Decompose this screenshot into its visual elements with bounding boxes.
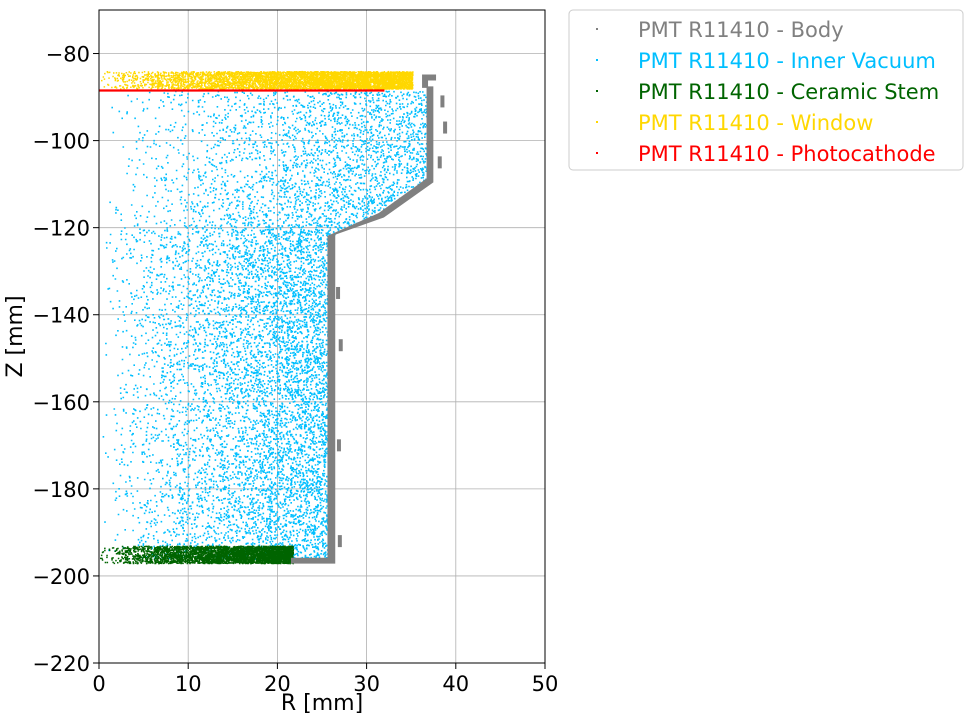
legend-marker: [596, 59, 598, 61]
body-point: [443, 121, 448, 134]
body-point: [337, 535, 342, 548]
body-wall: [290, 74, 437, 564]
y-tick-label: −120: [32, 217, 90, 241]
x-tick-label: 0: [92, 672, 105, 696]
body-point: [440, 95, 445, 108]
legend-marker: [596, 152, 598, 154]
series-window-points: [101, 70, 414, 90]
axis-ticks: 0 10 20 30 40 50 −80 −100 −120 −140 −160 −180 −200 −2…: [32, 43, 558, 696]
body-point: [336, 439, 341, 452]
plot-frame: [98, 9, 546, 664]
y-tick-label: −160: [32, 391, 90, 415]
x-tick-label: 20: [264, 672, 291, 696]
legend-label: PMT R11410 - Body: [638, 18, 844, 42]
x-tick-label: 30: [353, 672, 380, 696]
y-tick-label: −100: [32, 130, 90, 154]
grid: [98, 10, 546, 664]
y-tick-label: −80: [46, 43, 90, 67]
legend-marker: [596, 121, 598, 123]
y-tick-label: −180: [32, 478, 90, 502]
y-tick-label: −220: [32, 652, 90, 676]
legend-label: PMT R11410 - Window: [638, 111, 873, 135]
legend: PMT R11410 - Body PMT R11410 - Inner Vacu…: [568, 9, 964, 171]
y-tick-label: −140: [32, 304, 90, 328]
x-tick-label: 50: [532, 672, 559, 696]
series-inner-vacuum: [102, 90, 431, 561]
inner-vacuum-points: [102, 90, 431, 561]
legend-label: PMT R11410 - Photocathode: [638, 142, 936, 166]
legend-frame: [568, 9, 964, 171]
y-tick-label: −200: [32, 565, 90, 589]
legend-label: PMT R11410 - Inner Vacuum: [638, 49, 936, 73]
body-point: [338, 339, 343, 352]
series-ceramic-stem: [100, 545, 295, 565]
legend-marker: [596, 28, 598, 30]
x-axis-label: R [mm]: [281, 691, 363, 716]
body-point: [336, 286, 341, 299]
x-tick-label: 10: [175, 672, 202, 696]
x-tick-label: 40: [442, 672, 469, 696]
series-body: [290, 74, 448, 564]
body-point: [437, 156, 442, 169]
legend-marker: [596, 90, 598, 92]
y-axis-label: Z [mm]: [3, 295, 28, 377]
series-ceramic-stem-points: [100, 545, 295, 565]
legend-label: PMT R11410 - Ceramic Stem: [638, 80, 939, 104]
series-window: [101, 70, 414, 90]
plot-area: [99, 70, 448, 565]
